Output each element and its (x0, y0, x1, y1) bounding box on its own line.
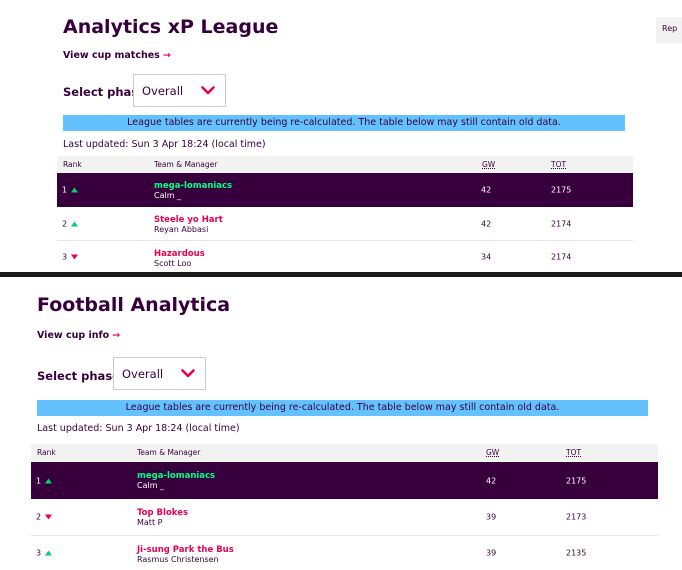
team-name[interactable]: mega-lomaniacs (137, 471, 216, 481)
table-header: Rank Team & Manager GW TOT (31, 444, 658, 461)
row-gw: 42 (481, 219, 492, 228)
movement-down-icon (71, 252, 78, 261)
league-panel-analytics-xp: Analytics xP League View cup matches → Se… (0, 0, 682, 272)
league-panel-football-analytica: Football Analytica View cup info → Select… (0, 277, 682, 570)
cup-link-label[interactable]: View cup matches (63, 50, 160, 61)
team-name[interactable]: mega-lomaniacs (154, 181, 233, 191)
row-rank: 1 (36, 476, 42, 485)
col-team-manager: Team & Manager (137, 448, 201, 457)
row-gw: 42 (486, 476, 497, 485)
team-name[interactable]: Ji-sung Park the Bus (137, 545, 234, 555)
team-name[interactable]: Steele yo Hart (154, 215, 223, 225)
movement-down-icon (45, 513, 52, 522)
row-tot: 2135 (566, 548, 587, 558)
movement-up-icon (45, 476, 52, 485)
team-name[interactable]: Hazardous (154, 249, 205, 259)
table-row[interactable]: 1 mega-lomaniacs Calm _ 42 2175 (57, 173, 633, 207)
manager-name: Rasmus Christensen (137, 555, 219, 564)
movement-up-icon (71, 186, 78, 195)
cup-link-label[interactable]: View cup info (37, 330, 110, 341)
row-tot: 2175 (566, 476, 587, 485)
col-tot[interactable]: TOT (566, 448, 582, 457)
table-header: Rank Team & Manager GW TOT (57, 156, 633, 173)
table-row[interactable]: 3 Ji-sung Park the Bus Rasmus Christense… (31, 536, 658, 570)
select-phase-label: Select phase (63, 85, 146, 99)
select-phase-label: Select phase (37, 369, 120, 383)
screenshot-divider (0, 272, 682, 277)
row-tot: 2174 (551, 252, 572, 261)
recalc-notice: League tables are currently being re-cal… (37, 400, 648, 416)
phase-select-value: Overall (142, 84, 184, 98)
view-cup-matches-link[interactable]: View cup matches → (63, 50, 171, 61)
row-gw: 39 (486, 512, 497, 522)
row-tot: 2173 (566, 512, 587, 522)
phase-select-value: Overall (122, 367, 164, 381)
table-row[interactable]: 3 Hazardous Scott Loo 34 2174 (57, 241, 633, 272)
row-rank: 3 (36, 548, 42, 558)
row-gw: 34 (481, 252, 492, 261)
col-tot[interactable]: TOT (551, 160, 567, 169)
last-updated: Last updated: Sun 3 Apr 18:24 (local tim… (63, 139, 266, 150)
col-gw[interactable]: GW (486, 448, 500, 457)
row-gw: 39 (486, 548, 497, 558)
league-title: Football Analytica (37, 294, 231, 316)
table-row[interactable]: 2 Steele yo Hart Reyan Abbasi 42 2174 (57, 207, 633, 241)
row-rank: 1 (62, 185, 68, 195)
manager-name: Scott Loo (154, 259, 192, 268)
col-team-manager: Team & Manager (154, 160, 218, 169)
phase-select[interactable]: Overall (133, 74, 226, 107)
table-row[interactable]: 2 Top Blokes Matt P 39 2173 (31, 499, 658, 536)
col-rank: Rank (37, 448, 56, 457)
movement-up-icon (71, 219, 78, 228)
table-row[interactable]: 1 mega-lomaniacs Calm _ 42 2175 (31, 462, 658, 499)
chevron-down-icon (181, 369, 195, 378)
row-tot: 2174 (551, 219, 572, 228)
view-cup-info-link[interactable]: View cup info → (37, 330, 120, 341)
manager-name: Reyan Abbasi (154, 225, 209, 234)
row-rank: 2 (36, 512, 42, 522)
manager-name: Calm _ (137, 481, 165, 490)
col-gw[interactable]: GW (482, 160, 496, 169)
row-tot: 2175 (551, 185, 572, 195)
league-title: Analytics xP League (63, 16, 279, 38)
recalc-notice: League tables are currently being re-cal… (63, 115, 625, 131)
row-rank: 2 (62, 219, 68, 228)
arrow-right-icon: → (112, 330, 121, 341)
manager-name: Matt P (137, 518, 163, 527)
movement-up-icon (45, 549, 52, 558)
team-name[interactable]: Top Blokes (137, 508, 189, 518)
last-updated: Last updated: Sun 3 Apr 18:24 (local tim… (37, 423, 240, 434)
chevron-down-icon (201, 86, 215, 95)
arrow-right-icon: → (162, 50, 171, 61)
col-rank: Rank (63, 160, 82, 169)
manager-name: Calm _ (154, 191, 182, 200)
phase-select[interactable]: Overall (113, 357, 206, 390)
row-gw: 42 (481, 185, 492, 195)
side-button[interactable]: Rep (656, 17, 682, 43)
row-rank: 3 (62, 252, 68, 261)
